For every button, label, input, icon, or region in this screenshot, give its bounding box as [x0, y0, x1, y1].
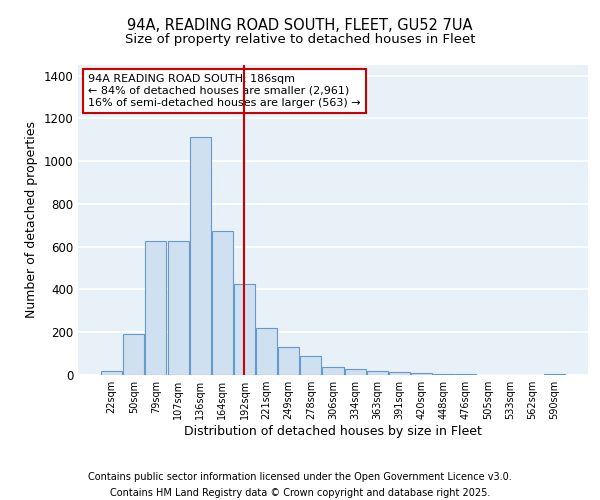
Bar	[301, 356, 322, 375]
Bar	[124, 334, 145, 375]
Bar	[101, 370, 122, 375]
Bar	[256, 328, 277, 375]
Bar	[190, 137, 211, 375]
Bar	[367, 371, 388, 375]
Bar	[411, 373, 432, 375]
Bar	[544, 374, 565, 375]
Bar	[234, 284, 255, 375]
Y-axis label: Number of detached properties: Number of detached properties	[25, 122, 38, 318]
Text: Size of property relative to detached houses in Fleet: Size of property relative to detached ho…	[125, 32, 475, 46]
Bar	[322, 367, 344, 375]
Text: 94A, READING ROAD SOUTH, FLEET, GU52 7UA: 94A, READING ROAD SOUTH, FLEET, GU52 7UA	[127, 18, 473, 32]
Text: 94A READING ROAD SOUTH: 186sqm
← 84% of detached houses are smaller (2,961)
16% : 94A READING ROAD SOUTH: 186sqm ← 84% of …	[88, 74, 361, 108]
Bar	[344, 368, 365, 375]
Bar	[455, 374, 476, 375]
Bar	[167, 241, 188, 375]
Bar	[433, 374, 454, 375]
Bar	[389, 372, 410, 375]
Text: Contains public sector information licensed under the Open Government Licence v3: Contains public sector information licen…	[88, 472, 512, 482]
Bar	[278, 347, 299, 375]
Text: Contains HM Land Registry data © Crown copyright and database right 2025.: Contains HM Land Registry data © Crown c…	[110, 488, 490, 498]
Bar	[212, 231, 233, 375]
Bar	[145, 241, 166, 375]
X-axis label: Distribution of detached houses by size in Fleet: Distribution of detached houses by size …	[184, 425, 482, 438]
